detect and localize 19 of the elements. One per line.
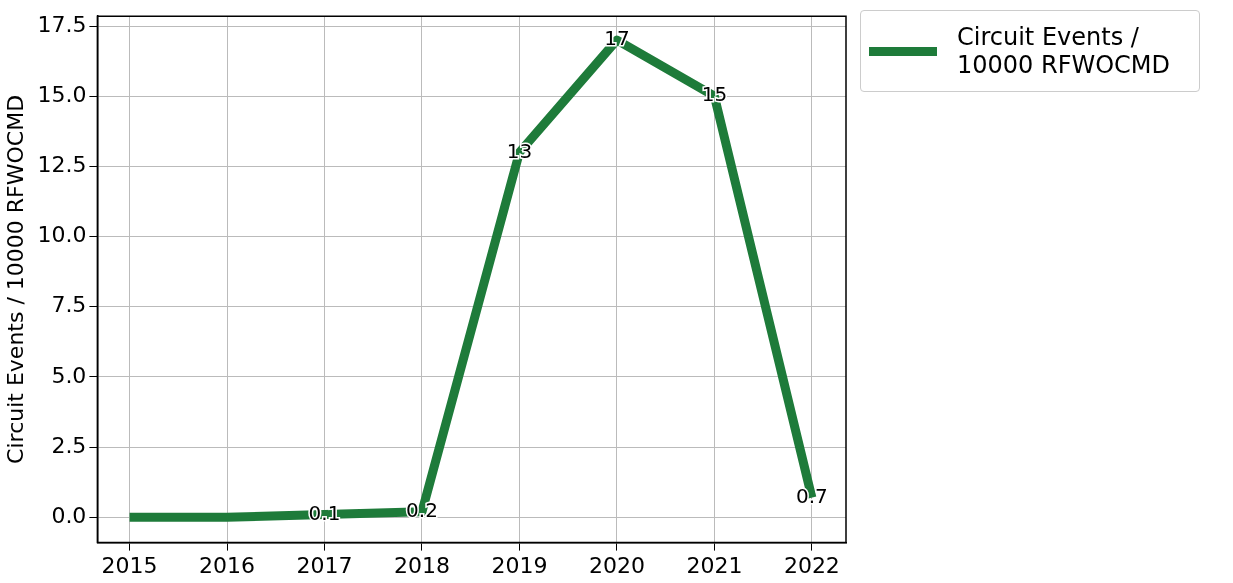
y-tick-label: 15.0 — [37, 81, 87, 107]
y-tick-label: 12.5 — [37, 152, 87, 178]
x-tick-label: 2018 — [393, 552, 450, 578]
x-tick-label: 2017 — [296, 552, 353, 578]
y-tick-label: 0.0 — [51, 503, 87, 529]
legend-label: Circuit Events / 10000 RFWOCMD — [957, 23, 1172, 79]
x-tick-label: 2020 — [588, 552, 645, 578]
y-tick-label: 5.0 — [51, 362, 87, 388]
x-tick-label: 2022 — [783, 552, 840, 578]
x-tick-label: 2015 — [101, 552, 158, 578]
y-tick-label: 7.5 — [51, 292, 87, 318]
y-axis-title: Circuit Events / 10000 RFWOCMD — [2, 94, 28, 464]
y-tick-label: 2.5 — [51, 432, 87, 458]
y-tick-label: 17.5 — [37, 11, 87, 37]
x-tick-label: 2021 — [686, 552, 743, 578]
x-tick-label: 2019 — [491, 552, 548, 578]
data-label: 0.7 — [795, 483, 828, 508]
x-tick-label: 2016 — [199, 552, 256, 578]
y-tick-label: 10.0 — [37, 222, 87, 248]
